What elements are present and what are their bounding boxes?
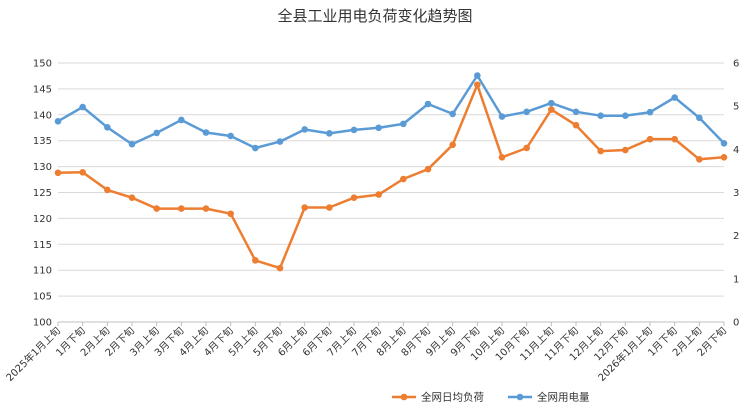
data-point — [153, 129, 160, 137]
data-point — [54, 169, 62, 177]
y-left-tick-label: 145 — [33, 84, 52, 95]
y-right-tick-label: 6 — [733, 59, 739, 70]
data-point — [252, 257, 259, 264]
data-point — [646, 135, 654, 143]
data-point — [104, 124, 111, 131]
gridlines — [58, 62, 724, 323]
data-point — [153, 205, 160, 212]
y-right-tick-label: 1 — [733, 274, 739, 285]
data-point — [597, 147, 604, 155]
data-point — [79, 103, 86, 111]
data-point — [622, 112, 629, 119]
y-left-tick-label: 150 — [33, 59, 52, 70]
legend: 全网日均负荷 全网用电量 — [392, 391, 590, 404]
y-right-tick-label: 4 — [733, 145, 739, 156]
data-point — [597, 112, 604, 119]
data-point — [474, 72, 481, 79]
y-right-tick-label: 5 — [733, 102, 739, 113]
data-point — [350, 194, 358, 201]
data-point — [375, 124, 382, 132]
y-left-tick-label: 140 — [33, 110, 52, 121]
y-left-tick-label: 130 — [33, 162, 52, 173]
data-point — [548, 99, 555, 107]
series-2 — [54, 72, 728, 152]
y-left-tick-label: 110 — [33, 266, 52, 277]
data-point — [202, 129, 210, 136]
data-point — [424, 165, 432, 173]
data-point — [276, 264, 284, 272]
data-point — [54, 117, 62, 125]
data-point — [104, 186, 111, 194]
data-point — [79, 168, 86, 176]
data-point — [227, 210, 234, 218]
data-point — [128, 194, 136, 201]
series-line — [57, 74, 725, 150]
data-point — [498, 113, 506, 120]
data-point — [572, 108, 580, 116]
data-point — [326, 130, 333, 137]
data-point — [622, 146, 629, 154]
data-point — [326, 204, 333, 211]
data-point — [178, 205, 185, 212]
data-point — [178, 116, 185, 124]
data-point — [548, 106, 555, 113]
data-point — [572, 121, 580, 129]
data-point — [375, 191, 382, 198]
data-point — [400, 120, 407, 128]
y-left-tick-label: 105 — [33, 292, 52, 303]
data-point — [498, 153, 506, 161]
legend-item: 全网用电量 — [508, 391, 590, 404]
legend-label: 全网日均负荷 — [421, 391, 484, 404]
data-point — [252, 144, 259, 152]
data-point — [350, 126, 358, 134]
legend-swatch-marker — [516, 393, 524, 401]
data-point — [276, 138, 284, 145]
data-point — [449, 110, 456, 118]
x-axis: 2025年1月上旬1月下旬2月上旬2月下旬3月上旬3月下旬4月上旬4月下旬5月上… — [3, 321, 729, 384]
y-right-tick-label: 3 — [733, 188, 739, 199]
chart-title: 全县工业用电负荷变化趋势图 — [277, 7, 472, 25]
data-point — [424, 100, 432, 108]
y-left-tick-label: 135 — [33, 136, 52, 147]
series-layer — [54, 72, 728, 272]
data-point — [400, 175, 407, 183]
series-line — [57, 83, 725, 270]
y-right-tick-label: 0 — [733, 318, 739, 329]
data-point — [671, 94, 678, 101]
data-point — [449, 141, 456, 149]
data-point — [128, 140, 136, 148]
data-point — [301, 204, 308, 211]
data-point — [202, 205, 210, 212]
data-point — [720, 153, 728, 161]
y-axis-right: 0 1 2 3 4 5 6 — [733, 59, 739, 329]
y-left-tick-label: 125 — [33, 188, 52, 199]
series-1 — [54, 81, 728, 272]
data-point — [696, 156, 703, 163]
y-left-tick-label: 120 — [33, 214, 52, 225]
legend-swatch-marker — [400, 393, 408, 401]
data-point — [301, 126, 308, 133]
y-axis-left: 100 105 110 115 120 125 130 135 140 145 150 — [33, 59, 52, 329]
data-point — [474, 81, 481, 89]
data-point — [720, 139, 728, 147]
data-point — [696, 114, 703, 122]
y-right-tick-label: 2 — [733, 231, 739, 242]
y-left-tick-label: 115 — [33, 240, 52, 251]
data-point — [523, 108, 530, 116]
data-point — [227, 132, 234, 140]
data-point — [671, 135, 678, 143]
legend-label: 全网用电量 — [537, 391, 590, 404]
x-tick-label: 2025年1月上旬 — [3, 324, 63, 384]
legend-item: 全网日均负荷 — [392, 391, 484, 404]
data-point — [646, 108, 654, 116]
data-point — [523, 144, 530, 152]
y-left-tick-label: 100 — [33, 318, 52, 329]
